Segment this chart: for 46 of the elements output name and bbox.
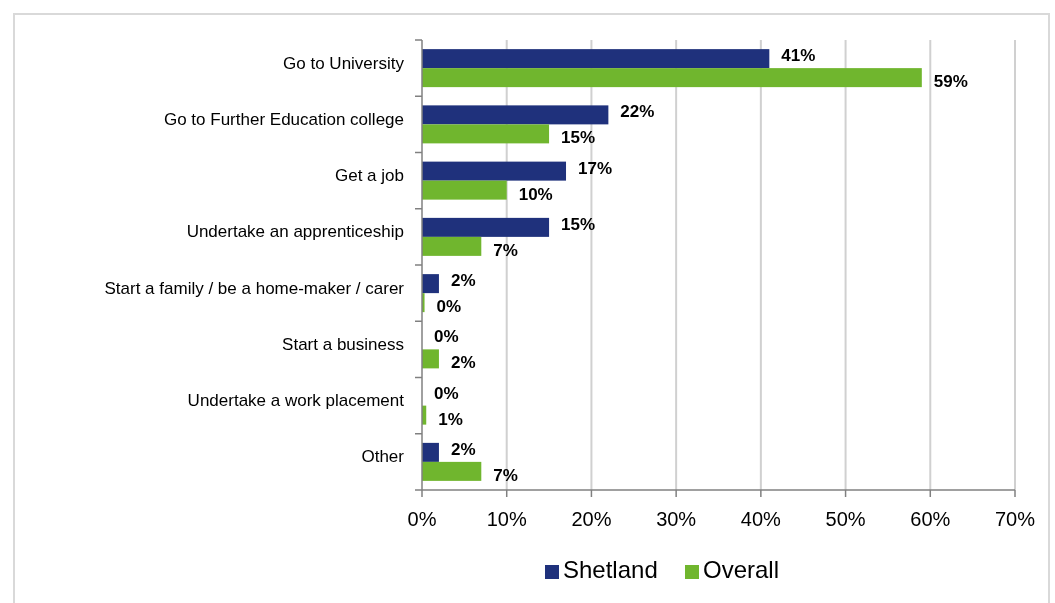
data-label: 2% xyxy=(450,271,476,291)
y-tick-label: Go to Further Education college xyxy=(163,109,404,129)
bar xyxy=(422,180,507,200)
data-label: 7% xyxy=(493,240,518,260)
bar xyxy=(422,442,439,462)
y-tick-label: Undertake an apprenticeship xyxy=(186,222,404,242)
x-tick-label: 70% xyxy=(994,508,1036,530)
data-label: 15% xyxy=(561,214,596,234)
data-label: 2% xyxy=(450,353,476,373)
data-label: 17% xyxy=(578,158,613,178)
y-tick-label: Get a job xyxy=(335,166,404,186)
y-tick-label: Undertake a work placement xyxy=(187,391,405,411)
x-tick-label: 0% xyxy=(407,508,437,530)
x-tick-label: 30% xyxy=(656,508,697,530)
bar xyxy=(422,105,609,125)
bar xyxy=(422,349,439,369)
legend-label: Overall xyxy=(703,556,780,584)
data-label: 59% xyxy=(933,72,968,92)
bar xyxy=(422,161,567,181)
data-label: 22% xyxy=(620,102,655,122)
data-label: 41% xyxy=(781,46,816,66)
data-label: 0% xyxy=(434,383,459,403)
bar xyxy=(422,124,550,144)
x-tick-label: 20% xyxy=(571,508,612,530)
data-label: 0% xyxy=(434,327,459,347)
x-tick-label: 50% xyxy=(825,508,866,530)
bar xyxy=(422,217,550,237)
x-tick-label: 40% xyxy=(740,508,782,530)
y-tick-label: Go to University xyxy=(283,53,405,73)
y-tick-label: Start a business xyxy=(282,334,404,354)
data-label: 15% xyxy=(561,128,596,148)
bar xyxy=(422,49,770,69)
data-label: 7% xyxy=(493,465,518,485)
bar xyxy=(422,68,922,88)
x-tick-label: 60% xyxy=(910,508,951,530)
bar xyxy=(422,236,482,256)
legend-label: Shetland xyxy=(563,556,658,584)
y-tick-label: Other xyxy=(361,447,405,467)
data-label: 0% xyxy=(436,297,462,317)
data-label: 10% xyxy=(518,184,553,204)
y-tick-label: Start a family / be a home-maker / carer xyxy=(104,278,405,298)
data-label: 1% xyxy=(438,409,463,429)
x-tick-label: 10% xyxy=(486,508,527,530)
bar xyxy=(422,274,439,294)
data-label: 2% xyxy=(450,439,476,459)
bar xyxy=(422,461,482,481)
